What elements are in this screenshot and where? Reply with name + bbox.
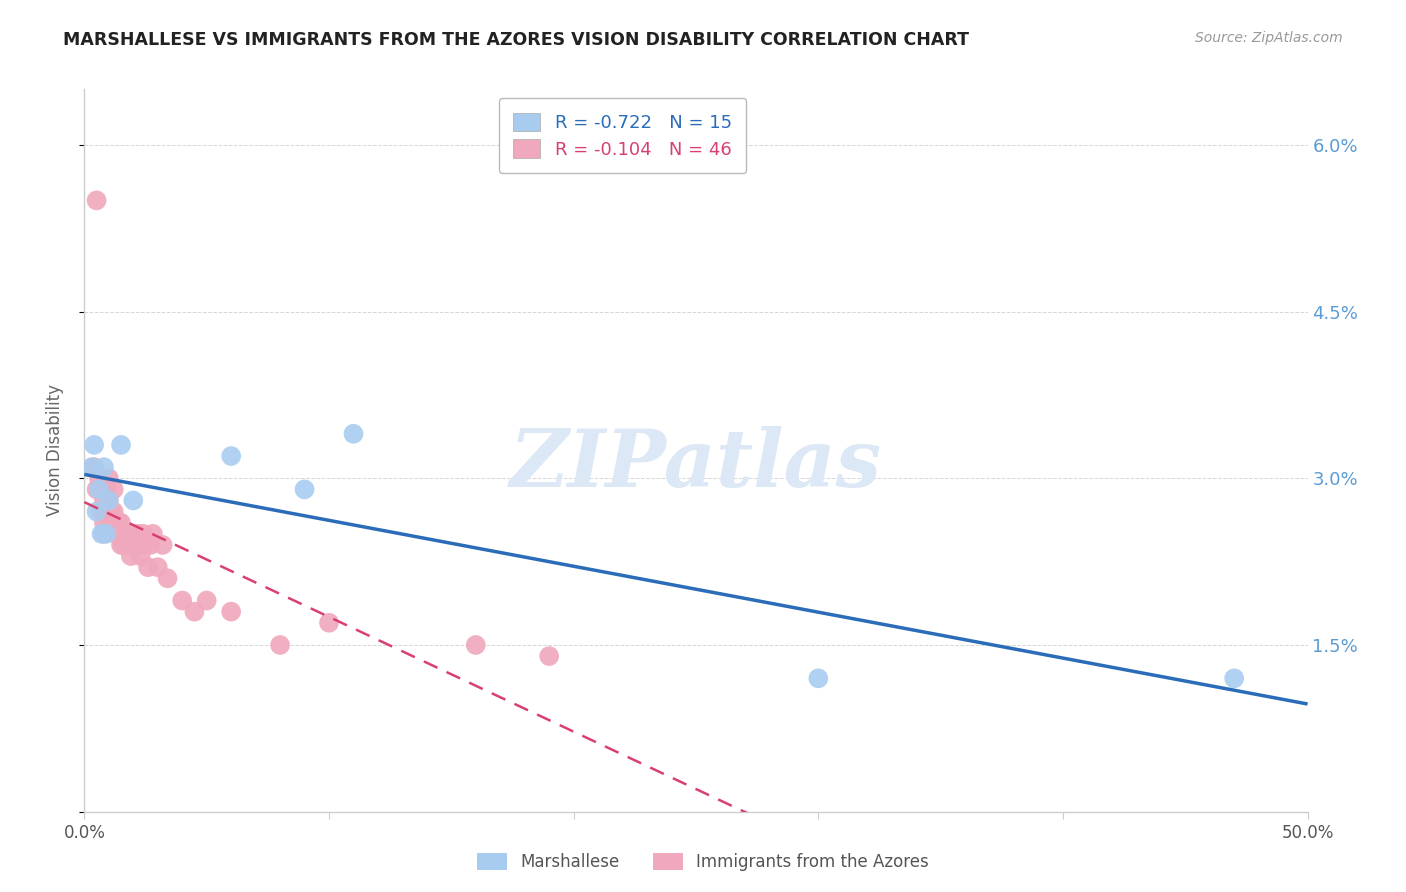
- Point: [127, 526, 149, 541]
- Point: [110, 438, 132, 452]
- Point: [86, 505, 108, 519]
- Point: [117, 538, 139, 552]
- Point: [96, 505, 118, 519]
- Point: [152, 538, 174, 552]
- Point: [464, 638, 486, 652]
- Point: [93, 460, 115, 475]
- Point: [97, 493, 120, 508]
- Point: [96, 483, 118, 497]
- Point: [93, 493, 115, 508]
- Point: [80, 460, 103, 475]
- Text: Source: ZipAtlas.com: Source: ZipAtlas.com: [1195, 31, 1343, 45]
- Point: [135, 538, 157, 552]
- Point: [87, 471, 110, 485]
- Point: [110, 516, 132, 530]
- Point: [97, 516, 120, 530]
- Point: [90, 526, 112, 541]
- Point: [342, 426, 364, 441]
- Point: [1223, 671, 1246, 685]
- Point: [122, 526, 145, 541]
- Point: [110, 538, 132, 552]
- Point: [142, 526, 165, 541]
- Point: [139, 538, 162, 552]
- Point: [195, 593, 218, 607]
- Legend: Marshallese, Immigrants from the Azores: Marshallese, Immigrants from the Azores: [468, 845, 938, 880]
- Point: [90, 483, 112, 497]
- Point: [97, 471, 120, 485]
- Point: [294, 483, 316, 497]
- Point: [87, 483, 110, 497]
- Point: [132, 526, 155, 541]
- Point: [156, 571, 179, 585]
- Point: [807, 671, 830, 685]
- Text: ZIPatlas: ZIPatlas: [510, 426, 882, 504]
- Point: [97, 493, 120, 508]
- Point: [172, 593, 194, 607]
- Point: [105, 516, 128, 530]
- Point: [125, 538, 148, 552]
- Point: [538, 649, 561, 664]
- Point: [120, 549, 142, 563]
- Y-axis label: Vision Disability: Vision Disability: [45, 384, 63, 516]
- Point: [86, 483, 108, 497]
- Point: [136, 560, 159, 574]
- Point: [112, 538, 135, 552]
- Point: [219, 605, 242, 619]
- Point: [129, 549, 152, 563]
- Point: [93, 526, 115, 541]
- Point: [86, 194, 108, 208]
- Point: [219, 449, 242, 463]
- Point: [318, 615, 340, 630]
- Point: [100, 505, 122, 519]
- Point: [103, 505, 125, 519]
- Point: [146, 560, 169, 574]
- Point: [93, 516, 115, 530]
- Point: [107, 516, 129, 530]
- Point: [96, 526, 118, 541]
- Point: [103, 483, 125, 497]
- Point: [83, 438, 105, 452]
- Text: MARSHALLESE VS IMMIGRANTS FROM THE AZORES VISION DISABILITY CORRELATION CHART: MARSHALLESE VS IMMIGRANTS FROM THE AZORE…: [63, 31, 969, 49]
- Point: [269, 638, 291, 652]
- Point: [183, 605, 205, 619]
- Point: [122, 493, 145, 508]
- Point: [115, 526, 138, 541]
- Point: [105, 526, 128, 541]
- Point: [90, 505, 112, 519]
- Legend: R = -0.722   N = 15, R = -0.104   N = 46: R = -0.722 N = 15, R = -0.104 N = 46: [499, 98, 747, 173]
- Point: [83, 460, 105, 475]
